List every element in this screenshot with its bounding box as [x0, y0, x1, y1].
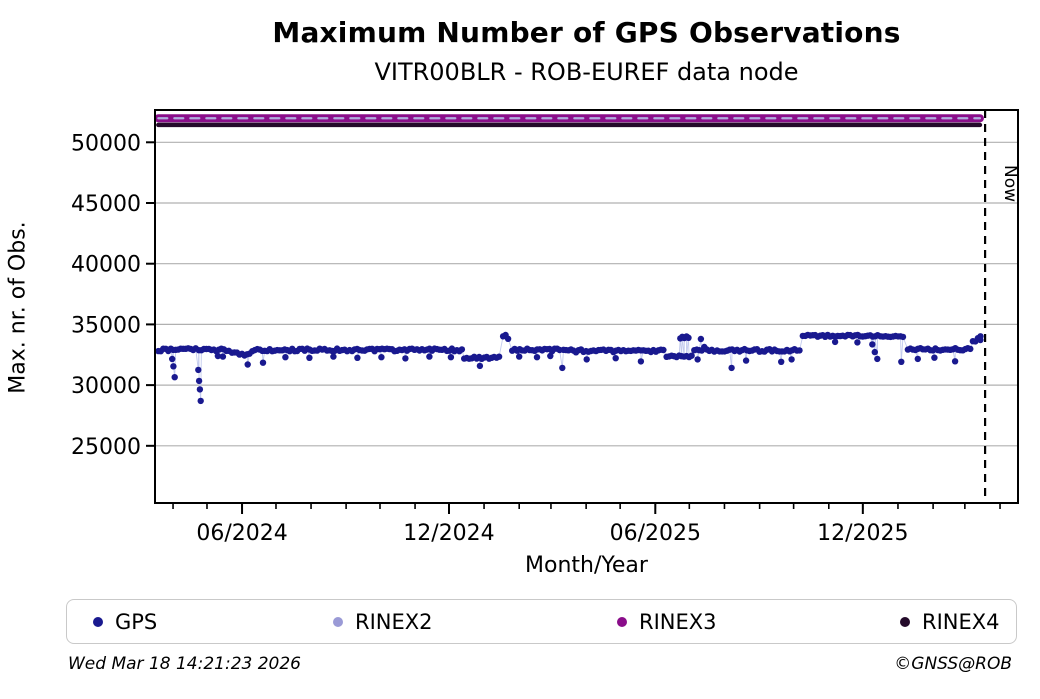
- plot-border: [154, 109, 1019, 504]
- y-tick-label: 35000: [71, 313, 141, 338]
- y-tick-label: 45000: [71, 192, 141, 217]
- chart-title: Maximum Number of GPS Observations: [272, 16, 901, 49]
- legend-item-rinex4: RINEX4: [900, 600, 1000, 643]
- x-axis-label: Month/Year: [525, 553, 648, 578]
- x-tick-label: 12/2024: [403, 521, 494, 546]
- rinex3-marker-icon: [617, 616, 627, 627]
- y-gridlines: [155, 141, 1018, 447]
- legend-label-rinex4: RINEX4: [922, 609, 1000, 634]
- series-gps-points: [155, 331, 984, 405]
- y-tick-label: 50000: [71, 131, 141, 156]
- y-tick-label: 40000: [71, 253, 141, 278]
- legend-label-rinex2: RINEX2: [355, 609, 433, 634]
- legend-item-gps: GPS: [93, 600, 157, 643]
- x-tick-label: 06/2025: [610, 521, 701, 546]
- footer-timestamp: Wed Mar 18 14:21:23 2026: [68, 654, 301, 674]
- legend-label-gps: GPS: [115, 609, 158, 634]
- gps-marker-icon: [93, 616, 103, 627]
- rinex4-marker-icon: [900, 616, 910, 627]
- legend: GPS RINEX2 RINEX3 RINEX4: [66, 599, 1017, 644]
- chart-subtitle: VITR00BLR - ROB-EUREF data node: [374, 58, 799, 86]
- rinex2-marker-icon: [333, 616, 343, 627]
- x-tick-label: 06/2024: [196, 521, 287, 546]
- legend-item-rinex3: RINEX3: [617, 600, 717, 643]
- data-series: [154, 114, 984, 405]
- footer-credit: ©GNSS@ROB: [894, 654, 1012, 674]
- legend-label-rinex3: RINEX3: [639, 609, 717, 634]
- x-tick-label: 12/2025: [817, 521, 908, 546]
- y-tick-label: 25000: [71, 435, 141, 460]
- now-label: Now: [1000, 165, 1020, 202]
- y-tick-label: 30000: [71, 374, 141, 399]
- legend-item-rinex2: RINEX2: [333, 600, 433, 643]
- axis-ticks: 50000 45000 40000 35000 30000 25000 06/2024 12/…: [71, 131, 1001, 546]
